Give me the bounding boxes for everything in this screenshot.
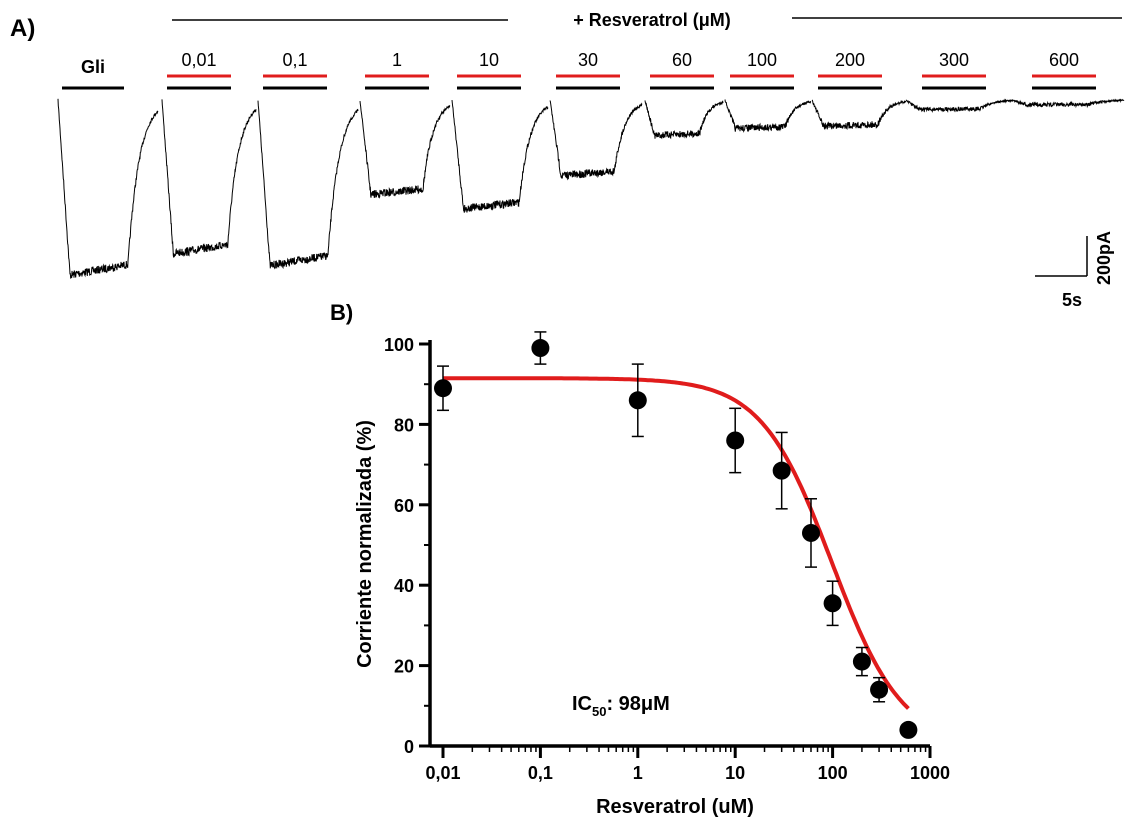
- panel-a-label: A): [10, 15, 35, 42]
- data-point-5: [801, 523, 820, 542]
- data-point-4: [772, 461, 791, 480]
- x-ticks: 0,01 0,1 1 10 100 1000: [425, 746, 950, 783]
- concentration-label-0: 0,01: [181, 50, 216, 70]
- concentration-label-7: 200: [835, 50, 865, 70]
- chart-axes: [428, 340, 930, 748]
- panel-b-label: B): [330, 300, 353, 325]
- x-tick-label-0: 0,01: [425, 763, 460, 783]
- current-trace-0: [57, 98, 159, 279]
- concentration-label-5: 60: [672, 50, 692, 70]
- data-point-0: [434, 379, 452, 398]
- panel-a: A) + Resveratrol (μM) Gli 0,01 0,1 1 10 30 60…: [10, 10, 1125, 310]
- current-trace-4: [451, 100, 549, 213]
- concentration-label-1: 0,1: [282, 50, 307, 70]
- control-label: Gli: [81, 57, 105, 77]
- panel-b: B) 0 20 40 60 80 100 0,01 0,1 1 10 100 1000 Corrie…: [330, 300, 950, 818]
- x-axis-title: Resveratrol (uM): [596, 796, 754, 818]
- concentration-label-9: 600: [1049, 50, 1079, 70]
- concentration-label-2: 1: [392, 50, 402, 70]
- data-point-6: [823, 594, 842, 613]
- concentration-label-3: 10: [479, 50, 499, 70]
- current-trace-6: [644, 100, 724, 140]
- scale-bar: 5s 200pA: [1035, 231, 1114, 310]
- fit-curve: [443, 376, 910, 710]
- concentration-label-4: 30: [578, 50, 598, 70]
- current-trace-10: [1011, 98, 1125, 109]
- current-trace-5: [549, 100, 643, 181]
- scale-bar-time-label: 5s: [1062, 290, 1082, 310]
- y-axis-title: Corriente normalizada (%): [354, 420, 376, 668]
- current-traces: [57, 98, 1125, 279]
- drug-header: + Resveratrol (μM): [573, 10, 731, 30]
- y-tick-label-1: 20: [394, 657, 414, 677]
- current-trace-1: [161, 99, 257, 258]
- current-trace-2: [257, 100, 359, 270]
- data-point-9: [899, 720, 918, 739]
- y-tick-label-3: 60: [394, 496, 414, 516]
- y-tick-label-2: 40: [394, 576, 414, 596]
- concentration-bars: 0,01 0,1 1 10 30 60 100 200 300 600: [167, 50, 1096, 90]
- data-point-7: [852, 652, 871, 671]
- x-tick-label-5: 1000: [910, 763, 950, 783]
- current-trace-9: [905, 98, 1013, 114]
- y-ticks: 0 20 40 60 80 100: [384, 335, 430, 757]
- x-tick-label-1: 0,1: [528, 763, 553, 783]
- y-tick-label-0: 0: [404, 737, 414, 757]
- data-point-1: [531, 339, 550, 358]
- scale-bar-current-label: 200pA: [1094, 231, 1114, 285]
- current-trace-3: [359, 101, 451, 199]
- x-tick-label-4: 100: [818, 763, 848, 783]
- y-tick-label-5: 100: [384, 335, 414, 355]
- current-trace-7: [724, 99, 812, 133]
- data-point-3: [726, 431, 745, 450]
- concentration-label-6: 100: [747, 50, 777, 70]
- ic50-annotation: IC50: 98μM: [572, 693, 670, 719]
- ic50-suffix: : 98μM: [606, 693, 669, 715]
- x-tick-label-3: 10: [725, 763, 745, 783]
- data-points: [434, 331, 918, 739]
- ic50-prefix: IC: [572, 693, 592, 715]
- ic50-subscript: 50: [592, 704, 606, 719]
- data-point-8: [870, 680, 889, 699]
- concentration-label-8: 300: [939, 50, 969, 70]
- y-tick-label-4: 80: [394, 415, 414, 435]
- data-point-2: [628, 391, 647, 410]
- current-trace-8: [811, 99, 907, 131]
- x-tick-label-2: 1: [633, 763, 643, 783]
